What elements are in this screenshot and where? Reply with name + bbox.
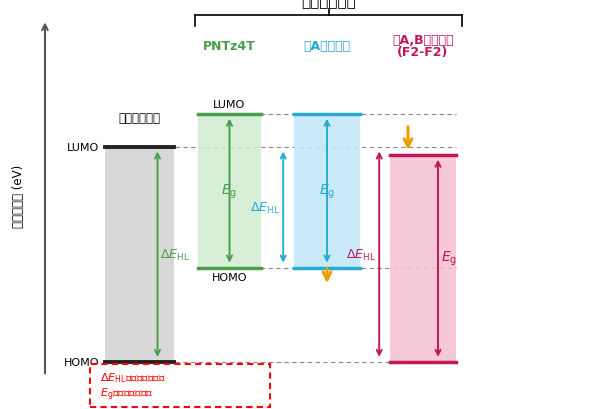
Text: 半导体聚合物: 半导体聚合物 xyxy=(301,0,356,9)
Text: 在A处导入氟: 在A处导入氟 xyxy=(304,40,350,53)
Text: 在A,B处导入氟: 在A,B处导入氟 xyxy=(392,34,454,47)
Text: $E_{\rm g}$: $E_{\rm g}$ xyxy=(221,182,238,200)
Text: HOMO: HOMO xyxy=(64,357,99,367)
Text: 分子轨道能 (eV): 分子轨道能 (eV) xyxy=(11,165,25,228)
Text: $\Delta E_{\rm HL}$: $\Delta E_{\rm HL}$ xyxy=(346,247,376,262)
Text: $E_{\rm g}$：与电流成反比: $E_{\rm g}$：与电流成反比 xyxy=(100,386,154,402)
Text: $\Delta E_{\rm HL}$: $\Delta E_{\rm HL}$ xyxy=(250,200,280,215)
Text: HOMO: HOMO xyxy=(212,273,247,283)
Text: 富勒烯衍生物: 富勒烯衍生物 xyxy=(119,112,161,125)
Text: PNTz4T: PNTz4T xyxy=(203,40,256,53)
Text: $\Delta E_{\rm HL}$：与电压成正比: $\Delta E_{\rm HL}$：与电压成正比 xyxy=(100,370,166,384)
Bar xyxy=(294,115,360,268)
Text: (F2-F2): (F2-F2) xyxy=(397,46,449,59)
Text: $E_{\rm g}$: $E_{\rm g}$ xyxy=(441,249,457,268)
Text: LUMO: LUMO xyxy=(214,100,245,110)
Text: LUMO: LUMO xyxy=(67,142,99,152)
FancyBboxPatch shape xyxy=(90,364,270,407)
Text: $\Delta E_{\rm HL}$: $\Delta E_{\rm HL}$ xyxy=(160,247,190,262)
Text: $E_{\rm g}$: $E_{\rm g}$ xyxy=(319,182,335,200)
Bar xyxy=(198,115,261,268)
Bar xyxy=(390,155,456,362)
Bar xyxy=(105,147,174,362)
